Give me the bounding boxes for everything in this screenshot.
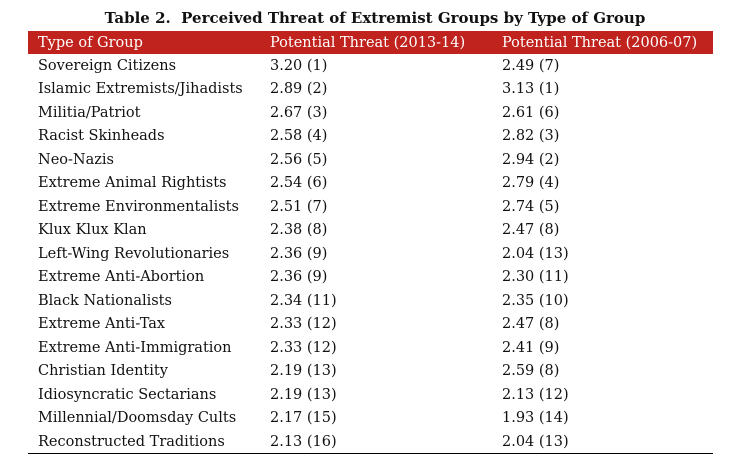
threat-2013-14-cell: 2.19 (13) — [270, 363, 337, 380]
table-row: Left-Wing Revolutionaries 2.36 (9) 2.04 … — [28, 242, 713, 266]
group-name-cell: Left-Wing Revolutionaries — [38, 245, 230, 262]
threat-2006-07-cell: 3.13 (1) — [502, 81, 560, 98]
threat-2006-07-cell: 2.35 (10) — [502, 292, 569, 309]
threat-2013-14-cell: 2.56 (5) — [270, 151, 328, 168]
column-header-threat-2013-14: Potential Threat (2013-14) — [260, 31, 492, 54]
group-name-cell: Islamic Extremists/Jihadists — [38, 81, 243, 98]
threat-2006-07-cell: 2.30 (11) — [502, 269, 569, 286]
threat-2006-07-cell: 2.49 (7) — [502, 57, 560, 74]
table-row: Neo-Nazis 2.56 (5) 2.94 (2) — [28, 148, 713, 172]
table-row: Extreme Anti-Immigration 2.33 (12) 2.41 … — [28, 336, 713, 360]
threat-2013-14-cell: 2.34 (11) — [270, 292, 337, 309]
threat-2013-14-cell: 2.38 (8) — [270, 222, 328, 239]
group-name-cell: Millennial/Doomsday Cults — [38, 410, 237, 427]
threat-2006-07-cell: 2.41 (9) — [502, 339, 560, 356]
threat-2006-07-cell: 2.74 (5) — [502, 198, 560, 215]
threat-table: Type of Group Potential Threat (2013-14)… — [28, 31, 713, 454]
threat-2006-07-cell: 2.79 (4) — [502, 175, 560, 192]
table-caption: Table 2. Perceived Threat of Extremist G… — [104, 9, 646, 27]
group-name-cell: Reconstructed Traditions — [28, 430, 260, 454]
threat-2013-14-cell: 2.19 (13) — [270, 386, 337, 403]
threat-2006-07-cell: 2.82 (3) — [502, 128, 560, 145]
threat-2013-14-cell: 2.13 (16) — [260, 430, 492, 454]
table-row: Extreme Animal Rightists 2.54 (6) 2.79 (… — [28, 172, 713, 196]
table-row: Idiosyncratic Sectarians 2.19 (13) 2.13 … — [28, 383, 713, 407]
threat-2006-07-cell: 2.13 (12) — [502, 386, 569, 403]
group-name-cell: Extreme Environmentalists — [38, 198, 239, 215]
table-body: Sovereign Citizens 3.20 (1) 2.49 (7) Isl… — [28, 54, 713, 454]
group-name-cell: Sovereign Citizens — [38, 57, 177, 74]
table-row: Militia/Patriot 2.67 (3) 2.61 (6) — [28, 101, 713, 125]
table-row: Reconstructed Traditions 2.13 (16) 2.04 … — [28, 430, 713, 454]
group-name-cell: Extreme Anti-Tax — [38, 316, 166, 333]
table-row: Sovereign Citizens 3.20 (1) 2.49 (7) — [28, 54, 713, 78]
table-row: Black Nationalists 2.34 (11) 2.35 (10) — [28, 289, 713, 313]
threat-2013-14-cell: 2.36 (9) — [270, 245, 328, 262]
column-header-type-of-group: Type of Group — [28, 31, 260, 54]
group-name-cell: Klux Klux Klan — [38, 222, 147, 239]
header-row: Type of Group Potential Threat (2013-14)… — [28, 31, 713, 54]
threat-2013-14-cell: 2.51 (7) — [270, 198, 328, 215]
threat-2013-14-cell: 2.67 (3) — [270, 104, 328, 121]
threat-2006-07-cell: 2.47 (8) — [502, 222, 560, 239]
table-row: Millennial/Doomsday Cults 2.17 (15) 1.93… — [28, 407, 713, 431]
table-row: Christian Identity 2.19 (13) 2.59 (8) — [28, 360, 713, 384]
threat-2006-07-cell: 1.93 (14) — [502, 410, 569, 427]
threat-2013-14-cell: 2.33 (12) — [270, 316, 337, 333]
group-name-cell: Extreme Anti-Immigration — [38, 339, 232, 356]
group-name-cell: Extreme Anti-Abortion — [38, 269, 205, 286]
table-row: Racist Skinheads 2.58 (4) 2.82 (3) — [28, 125, 713, 149]
threat-2006-07-cell: 2.04 (13) — [492, 430, 713, 454]
group-name-cell: Idiosyncratic Sectarians — [38, 386, 217, 403]
table-row: Extreme Environmentalists 2.51 (7) 2.74 … — [28, 195, 713, 219]
threat-2006-07-cell: 2.59 (8) — [502, 363, 560, 380]
threat-2013-14-cell: 2.33 (12) — [270, 339, 337, 356]
column-header-threat-2006-07: Potential Threat (2006-07) — [492, 31, 713, 54]
threat-2013-14-cell: 2.58 (4) — [270, 128, 328, 145]
threat-2006-07-cell: 2.04 (13) — [502, 245, 569, 262]
threat-2006-07-cell: 2.94 (2) — [502, 151, 560, 168]
threat-2013-14-cell: 2.89 (2) — [270, 81, 328, 98]
table-header: Type of Group Potential Threat (2013-14)… — [28, 31, 713, 54]
threat-2013-14-cell: 3.20 (1) — [270, 57, 328, 74]
table-row: Islamic Extremists/Jihadists 2.89 (2) 3.… — [28, 78, 713, 102]
threat-2013-14-cell: 2.17 (15) — [270, 410, 337, 427]
group-name-cell: Neo-Nazis — [38, 151, 114, 168]
group-name-cell: Black Nationalists — [38, 292, 172, 309]
table-row: Extreme Anti-Abortion 2.36 (9) 2.30 (11) — [28, 266, 713, 290]
table-row: Extreme Anti-Tax 2.33 (12) 2.47 (8) — [28, 313, 713, 337]
threat-2013-14-cell: 2.54 (6) — [270, 175, 328, 192]
table-row: Klux Klux Klan 2.38 (8) 2.47 (8) — [28, 219, 713, 243]
threat-2006-07-cell: 2.47 (8) — [502, 316, 560, 333]
group-name-cell: Extreme Animal Rightists — [38, 175, 227, 192]
group-name-cell: Christian Identity — [38, 363, 168, 380]
group-name-cell: Racist Skinheads — [38, 128, 165, 145]
group-name-cell: Militia/Patriot — [38, 104, 141, 121]
threat-2006-07-cell: 2.61 (6) — [502, 104, 560, 121]
threat-2013-14-cell: 2.36 (9) — [270, 269, 328, 286]
